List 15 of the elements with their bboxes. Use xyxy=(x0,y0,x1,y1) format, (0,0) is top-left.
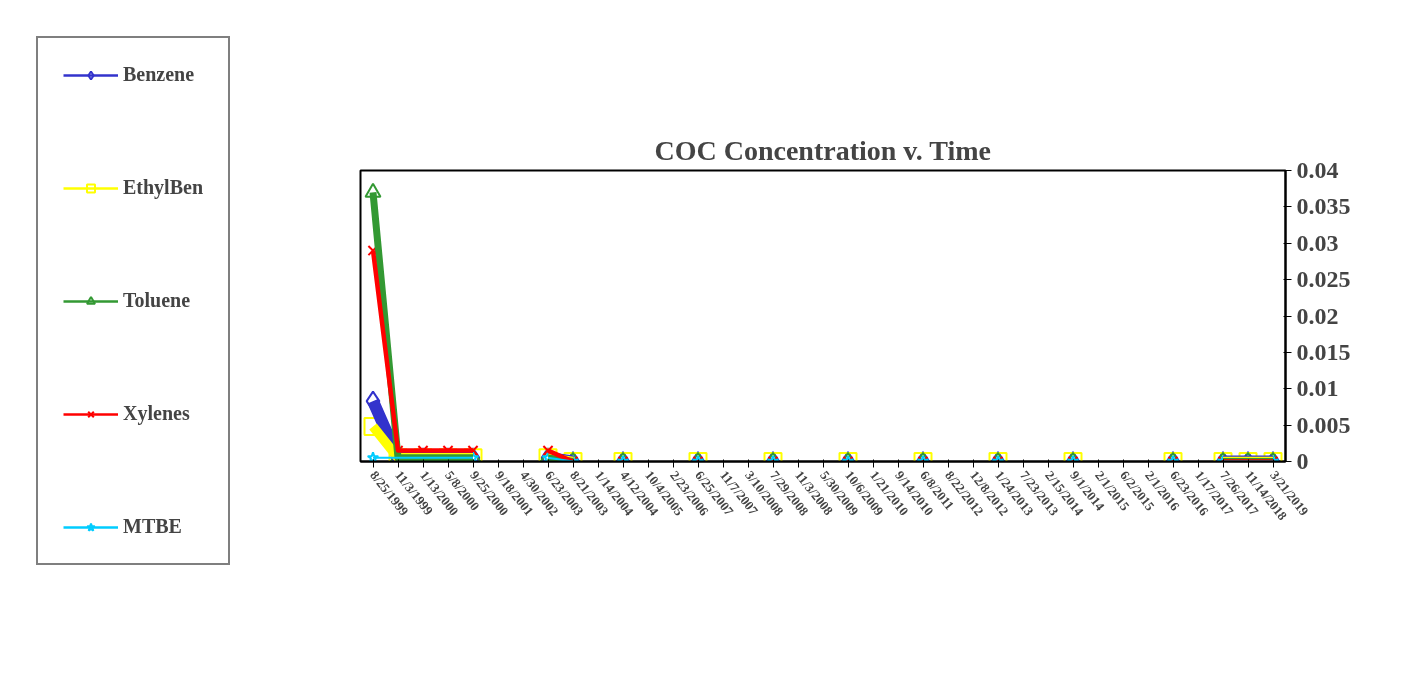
legend-label: Toluene xyxy=(123,289,191,312)
y-tick-label: 0.02 xyxy=(1296,302,1339,329)
legend-label: MTBE xyxy=(123,515,182,538)
y-tick-label: 0.04 xyxy=(1296,157,1339,183)
y-tick-label: 0.03 xyxy=(1296,229,1339,256)
y-tick-label: 0.025 xyxy=(1296,266,1351,293)
y-tick-label: 0.01 xyxy=(1296,375,1339,402)
y-tick-label: 0 xyxy=(1296,448,1309,474)
y-tick-label: 0.015 xyxy=(1296,338,1351,365)
y-tick-label: 0.035 xyxy=(1296,193,1351,220)
legend-label: Benzene xyxy=(123,63,195,86)
legend-label: EthylBen xyxy=(123,176,204,199)
chart-title: COC Concentration v. Time xyxy=(654,134,992,166)
legend-label: Xylenes xyxy=(123,402,190,425)
y-tick-label: 0.005 xyxy=(1296,411,1351,438)
